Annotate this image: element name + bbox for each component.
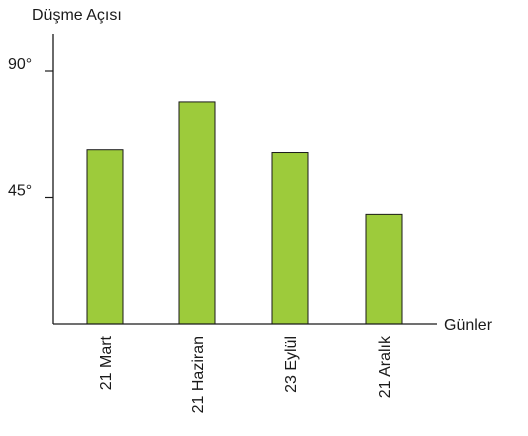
x-tick-label-3: 21 Aralık: [377, 335, 394, 398]
x-tick-labels-group: 21 Mart 21 Haziran 23 Eylül 21 Aralık: [98, 335, 394, 413]
x-tick-label-1: 21 Haziran: [190, 336, 207, 413]
bar-3: [365, 213, 403, 325]
y-axis-label: Düşme Açısı: [32, 7, 122, 24]
bars-group: [86, 101, 403, 325]
x-tick-label-0: 21 Mart: [98, 335, 115, 390]
y-tick-label-0: 45°: [8, 183, 32, 200]
y-ticks-group: 45° 90°: [8, 56, 53, 200]
y-tick-label-1: 90°: [8, 56, 32, 73]
bar-1: [178, 101, 216, 325]
x-axis-label: Günler: [444, 317, 493, 334]
x-tick-label-2: 23 Eylül: [283, 336, 300, 393]
bar-2: [271, 152, 309, 325]
bar-0: [86, 149, 124, 325]
